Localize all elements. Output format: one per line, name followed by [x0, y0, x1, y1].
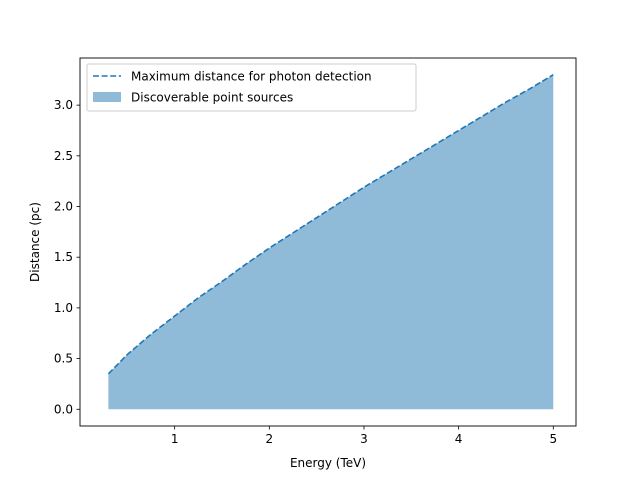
discoverable-sources-area — [108, 74, 554, 410]
x-tick-label: 2 — [265, 432, 273, 446]
x-tick-label: 4 — [455, 432, 463, 446]
y-tick-label: 1.5 — [54, 250, 73, 264]
axes-frame — [79, 57, 577, 427]
legend-fill-swatch — [93, 92, 121, 102]
max-distance-line — [107, 74, 554, 375]
x-tick-label: 5 — [549, 432, 557, 446]
y-tick-label: 2.0 — [54, 200, 73, 214]
legend-box — [86, 63, 417, 112]
x-axis-label: Energy (TeV) — [290, 456, 366, 470]
y-tick-label: 3.0 — [54, 98, 73, 112]
y-axis-label: Distance (pc) — [28, 202, 42, 282]
legend-label-max-distance: Maximum distance for photon detection — [131, 70, 372, 84]
y-axis-ticks: 0.0 0.5 1.0 1.5 2.0 2.5 3.0 — [54, 98, 80, 416]
x-tick-label: 3 — [360, 432, 368, 446]
y-tick-label: 0.5 — [54, 352, 73, 366]
x-tick-label: 1 — [171, 432, 179, 446]
y-tick-label: 2.5 — [54, 149, 73, 163]
y-tick-label: 1.0 — [54, 301, 73, 315]
x-axis-ticks: 1 2 3 4 5 — [171, 426, 557, 446]
legend: Maximum distance for photon detection Di… — [86, 63, 417, 112]
legend-label-discoverable-sources: Discoverable point sources — [131, 91, 293, 105]
y-tick-label: 0.0 — [54, 402, 73, 416]
plot-area — [107, 74, 554, 410]
